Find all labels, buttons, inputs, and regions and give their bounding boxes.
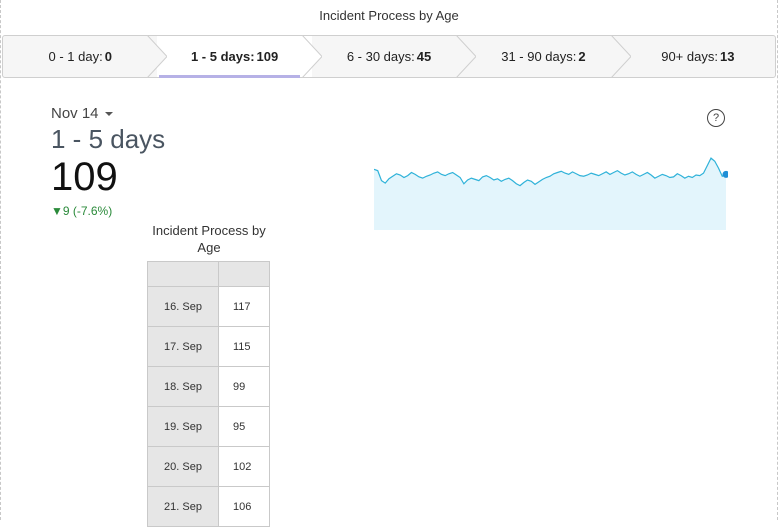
date-cell: 19. Sep — [147, 406, 219, 447]
tab-count: 2 — [578, 49, 586, 64]
data-table: 16. Sep 117 17. Sep 115 18. Sep 99 19. Sep 9… — [147, 261, 270, 527]
widget-title: Incident Process by Age — [319, 8, 459, 23]
tab-count: 45 — [416, 49, 432, 64]
tab-separator — [147, 35, 168, 78]
date-cell: 17. Sep — [147, 326, 219, 367]
tab-count: 13 — [719, 49, 735, 64]
table-row: 16. Sep 117 — [147, 286, 270, 327]
tab-separator — [301, 35, 322, 78]
question-circle-icon[interactable]: ? — [707, 109, 725, 127]
tab-1-5-days[interactable]: 1 - 5 days: 109 — [157, 35, 322, 78]
sparkline-last-point — [722, 170, 728, 178]
table-row: 20. Sep 102 — [147, 446, 270, 487]
table-header-row — [147, 261, 270, 287]
date-cell: 16. Sep — [147, 286, 219, 327]
metric-delta: ▼9 (-7.6%) — [51, 204, 113, 218]
tab-count: 109 — [256, 49, 279, 64]
tab-count: 0 — [104, 49, 112, 64]
tab-label: 90+ days: — [661, 49, 718, 64]
table-header-cell — [147, 261, 219, 287]
date-dropdown[interactable]: Nov 14 — [51, 105, 113, 122]
date-cell: 18. Sep — [147, 366, 219, 407]
value-cell: 102 — [218, 446, 270, 487]
sparkline-area — [374, 158, 726, 230]
tab-90-plus-days[interactable]: 90+ days: 13 — [621, 36, 775, 77]
value-cell: 99 — [218, 366, 270, 407]
date-cell: 20. Sep — [147, 446, 219, 487]
tab-0-1-day[interactable]: 0 - 1 day: 0 — [3, 35, 168, 78]
table-row: 21. Sep 106 — [147, 486, 270, 527]
tab-separator — [456, 35, 477, 78]
table-row: 17. Sep 115 — [147, 326, 270, 367]
value-cell: 117 — [218, 286, 270, 327]
caret-down-icon — [104, 111, 113, 116]
tab-label: 0 - 1 day: — [48, 49, 103, 64]
range-label: 1 - 5 days — [51, 124, 166, 154]
value-cell: 95 — [218, 406, 270, 447]
value-cell: 106 — [218, 486, 270, 527]
tab-31-90-days[interactable]: 31 - 90 days: 2 — [466, 35, 631, 78]
table-header-cell — [218, 261, 270, 287]
tab-label: 31 - 90 days: — [501, 49, 577, 64]
date-dropdown-label: Nov 14 — [51, 105, 99, 122]
active-tab-indicator — [159, 75, 300, 78]
tab-label: 6 - 30 days: — [346, 49, 415, 64]
table-row: 18. Sep 99 — [147, 366, 270, 407]
tab-separator — [610, 35, 631, 78]
metric-value: 109 — [51, 155, 118, 199]
date-cell: 21. Sep — [147, 486, 219, 527]
tab-label: 1 - 5 days: — [190, 49, 255, 64]
sparkline-line — [374, 157, 727, 187]
age-tabs: 0 - 1 day: 0 1 - 5 days: 109 6 - 30 days: 4… — [2, 35, 776, 78]
tab-6-30-days[interactable]: 6 - 30 days: 45 — [312, 35, 477, 78]
table-title: Incident Process by Age — [152, 223, 266, 255]
value-cell: 115 — [218, 326, 270, 367]
table-row: 19. Sep 95 — [147, 406, 270, 447]
sparkline-chart — [374, 157, 728, 230]
